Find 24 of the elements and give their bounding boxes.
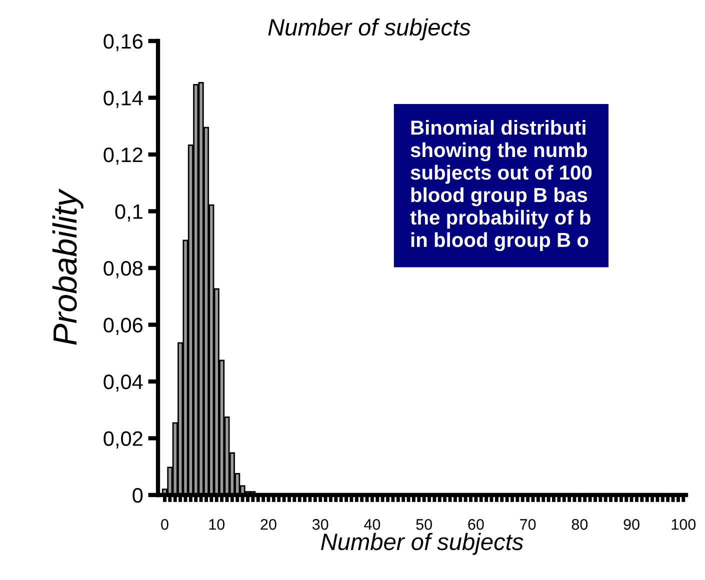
x-tick-label: 20	[260, 519, 276, 530]
x-tick-label: 50	[416, 519, 432, 530]
y-tick-label: 0,16	[104, 34, 143, 52]
y-tick-label: 0,1	[115, 204, 142, 222]
x-tick-label: 0	[161, 519, 168, 530]
x-tick-label: 10	[209, 519, 225, 530]
x-axis-title: Number of subjects	[321, 532, 524, 555]
y-tick-label: 0	[132, 488, 143, 503]
x-tick-label: 80	[572, 519, 588, 530]
annotation: Binomial distributi showing the numb subjects out of 100 blood group B bas the probability of b in blood group B o	[410, 120, 592, 252]
x-tick-label: 90	[624, 519, 640, 530]
y-tick-label: 0,02	[104, 431, 142, 448]
x-tick-label: 30	[312, 519, 328, 530]
x-tick-label: 40	[364, 519, 380, 530]
y-tick-label: 0,04	[104, 374, 143, 392]
y-tick-label: 0,06	[104, 318, 143, 335]
y-tick-label: 0,14	[104, 90, 143, 108]
x-tick-label: 100	[672, 519, 696, 530]
x-tick-label: 60	[468, 519, 484, 530]
y-tick-label: 0,08	[104, 261, 143, 278]
x-tick-label: 70	[520, 519, 536, 530]
y-tick-label: 0,12	[104, 148, 142, 165]
y-axis-title: Probability	[52, 188, 84, 345]
chart-title: Number of subjects	[268, 18, 470, 40]
